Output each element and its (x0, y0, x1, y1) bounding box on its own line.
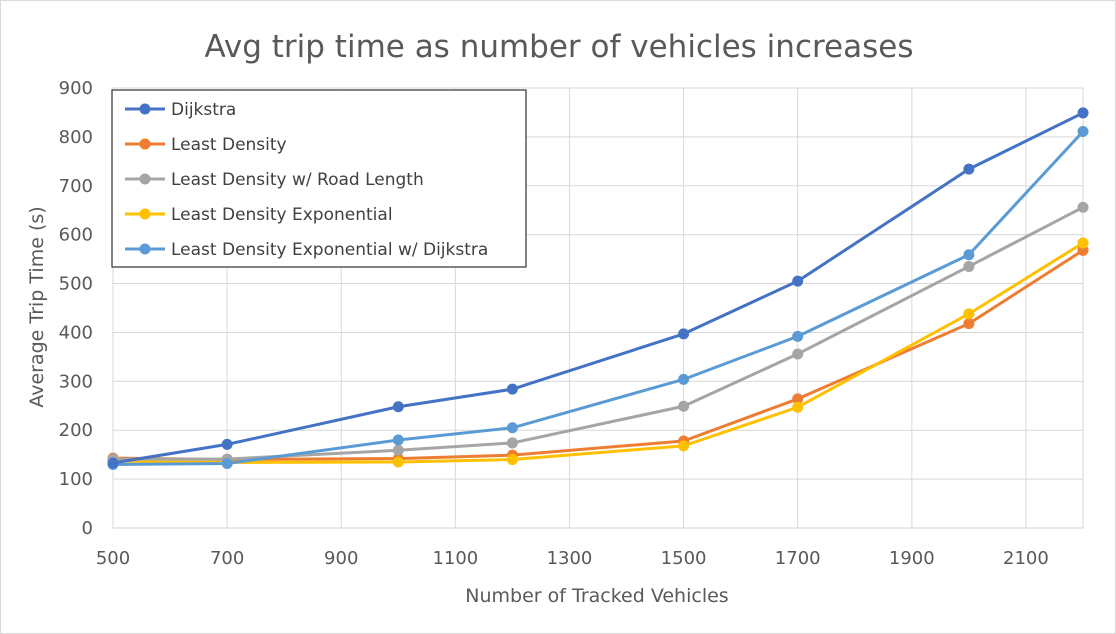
data-point (506, 422, 518, 434)
y-tick-label: 300 (59, 371, 93, 392)
data-point (1077, 107, 1089, 119)
y-tick-label: 400 (59, 322, 93, 343)
legend-label: Least Density Exponential w/ Dijkstra (171, 240, 488, 260)
data-point (963, 318, 975, 330)
y-axis-title: Average Trip Time (s) (26, 206, 48, 407)
data-point (678, 440, 690, 452)
data-point (221, 438, 233, 450)
series-line (113, 205, 1084, 461)
legend-marker (139, 138, 151, 150)
data-point (506, 383, 518, 395)
series-group (107, 107, 1089, 470)
data-point (678, 373, 690, 385)
legend-marker (139, 208, 151, 220)
legend-label: Dijkstra (171, 100, 236, 120)
data-point (1077, 237, 1089, 249)
data-point (792, 401, 804, 413)
x-tick-label: 900 (324, 548, 358, 569)
data-point (392, 444, 404, 456)
data-point (678, 328, 690, 340)
legend-label: Least Density Exponential (171, 205, 393, 225)
legend-marker (139, 103, 151, 115)
data-point (506, 454, 518, 466)
data-point (392, 401, 404, 413)
chart-title: Avg trip time as number of vehicles incr… (204, 29, 913, 65)
y-tick-label: 500 (59, 274, 93, 295)
data-point (1077, 126, 1089, 138)
data-point (792, 275, 804, 287)
data-point (792, 348, 804, 360)
x-tick-label: 2100 (1003, 548, 1049, 569)
x-axis-title: Number of Tracked Vehicles (465, 585, 728, 607)
x-tick-label: 1700 (775, 548, 821, 569)
data-point (392, 434, 404, 446)
y-tick-label: 200 (59, 420, 93, 441)
data-point (1077, 201, 1089, 213)
x-tick-label: 500 (96, 548, 130, 569)
series-line (112, 111, 1084, 465)
data-point (963, 249, 975, 261)
y-tick-label: 600 (59, 225, 93, 246)
legend-label: Least Density (171, 135, 287, 155)
series-line (112, 130, 1085, 466)
data-point (963, 308, 975, 320)
data-point (678, 400, 690, 412)
y-tick-label: 800 (59, 127, 93, 148)
x-tick-label: 1900 (889, 548, 935, 569)
data-point (221, 457, 233, 469)
data-point (506, 437, 518, 449)
series-line (112, 241, 1084, 464)
y-tick-label: 700 (59, 176, 93, 197)
data-point (392, 456, 404, 468)
x-tick-label: 1500 (661, 548, 707, 569)
y-tick-label: 900 (59, 78, 93, 99)
data-point (963, 163, 975, 175)
data-point (107, 457, 119, 469)
legend-label: Least Density w/ Road Length (171, 170, 424, 190)
y-tick-label: 100 (59, 469, 93, 490)
y-tick-label: 0 (82, 518, 93, 539)
y-axis-ticks: 0 100 200 300 400 500 600 700 800 900 (59, 78, 93, 539)
x-tick-label: 1300 (547, 548, 593, 569)
legend-marker (139, 173, 151, 185)
legend: Dijkstra Least Density Least Density w/ Ro… (111, 89, 527, 268)
data-point (792, 330, 804, 342)
x-axis-ticks: 500 700 900 1100 1300 1500 1700 1900 2100 (96, 548, 1049, 569)
data-point (963, 260, 975, 272)
data-point (792, 393, 804, 405)
legend-box (111, 89, 527, 268)
x-tick-label: 1100 (432, 548, 478, 569)
x-tick-label: 700 (210, 548, 244, 569)
legend-marker (139, 243, 151, 255)
